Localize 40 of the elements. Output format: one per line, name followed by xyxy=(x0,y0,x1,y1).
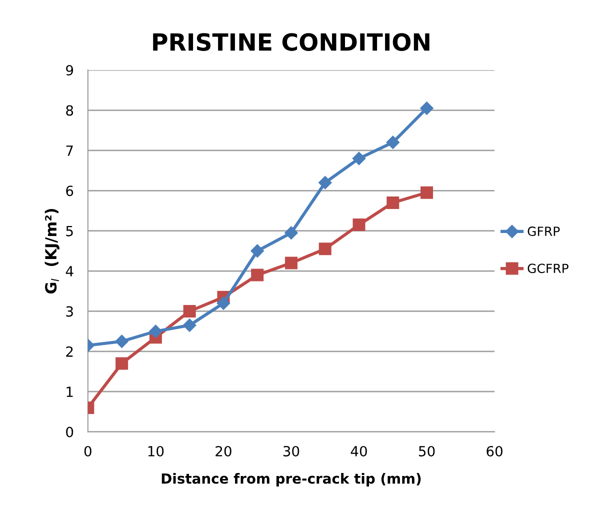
point xyxy=(318,242,332,256)
x-tick-label: 40 xyxy=(350,446,367,456)
y-tick-label: 4 xyxy=(66,266,74,276)
x-axis-title: Distance from pre-crack tip (mm) xyxy=(162,473,421,486)
point xyxy=(352,218,366,232)
x-tick-label: 50 xyxy=(419,446,435,456)
y-tick-label: 7 xyxy=(66,146,73,156)
point xyxy=(352,152,366,166)
y-tick-label: 2 xyxy=(66,346,73,357)
point xyxy=(115,334,128,348)
point xyxy=(386,196,400,209)
y-tick-label: 6 xyxy=(66,186,74,196)
y-tick-label: 9 xyxy=(66,65,74,76)
y-tick-label: 0 xyxy=(66,426,74,438)
point xyxy=(420,102,434,115)
point xyxy=(216,296,230,310)
point xyxy=(182,318,196,332)
y-tick-label: 5 xyxy=(66,226,73,236)
point xyxy=(251,268,264,282)
legend-label: GFRP xyxy=(528,226,560,236)
y-tick-label: 8 xyxy=(66,105,74,116)
chart-title: PRISTINE CONDITION xyxy=(153,33,430,51)
y-axis-title: G$_{I}$ (KJ/m²) xyxy=(44,208,60,294)
point xyxy=(386,136,400,149)
point xyxy=(116,357,128,370)
y-tick-label: 1 xyxy=(66,386,73,397)
point xyxy=(284,226,298,240)
point xyxy=(149,324,162,338)
point xyxy=(420,186,434,199)
x-tick-label: 0 xyxy=(84,446,92,456)
x-tick-label: 60 xyxy=(486,446,502,456)
y-tick-label: 3 xyxy=(66,306,73,317)
point xyxy=(183,304,196,318)
point xyxy=(250,244,264,258)
point xyxy=(284,256,298,270)
legend-label: GCFRP xyxy=(528,264,568,274)
point xyxy=(318,176,332,190)
x-tick-label: 10 xyxy=(148,446,164,456)
x-tick-label: 30 xyxy=(283,446,300,456)
x-tick-label: 20 xyxy=(216,446,232,456)
